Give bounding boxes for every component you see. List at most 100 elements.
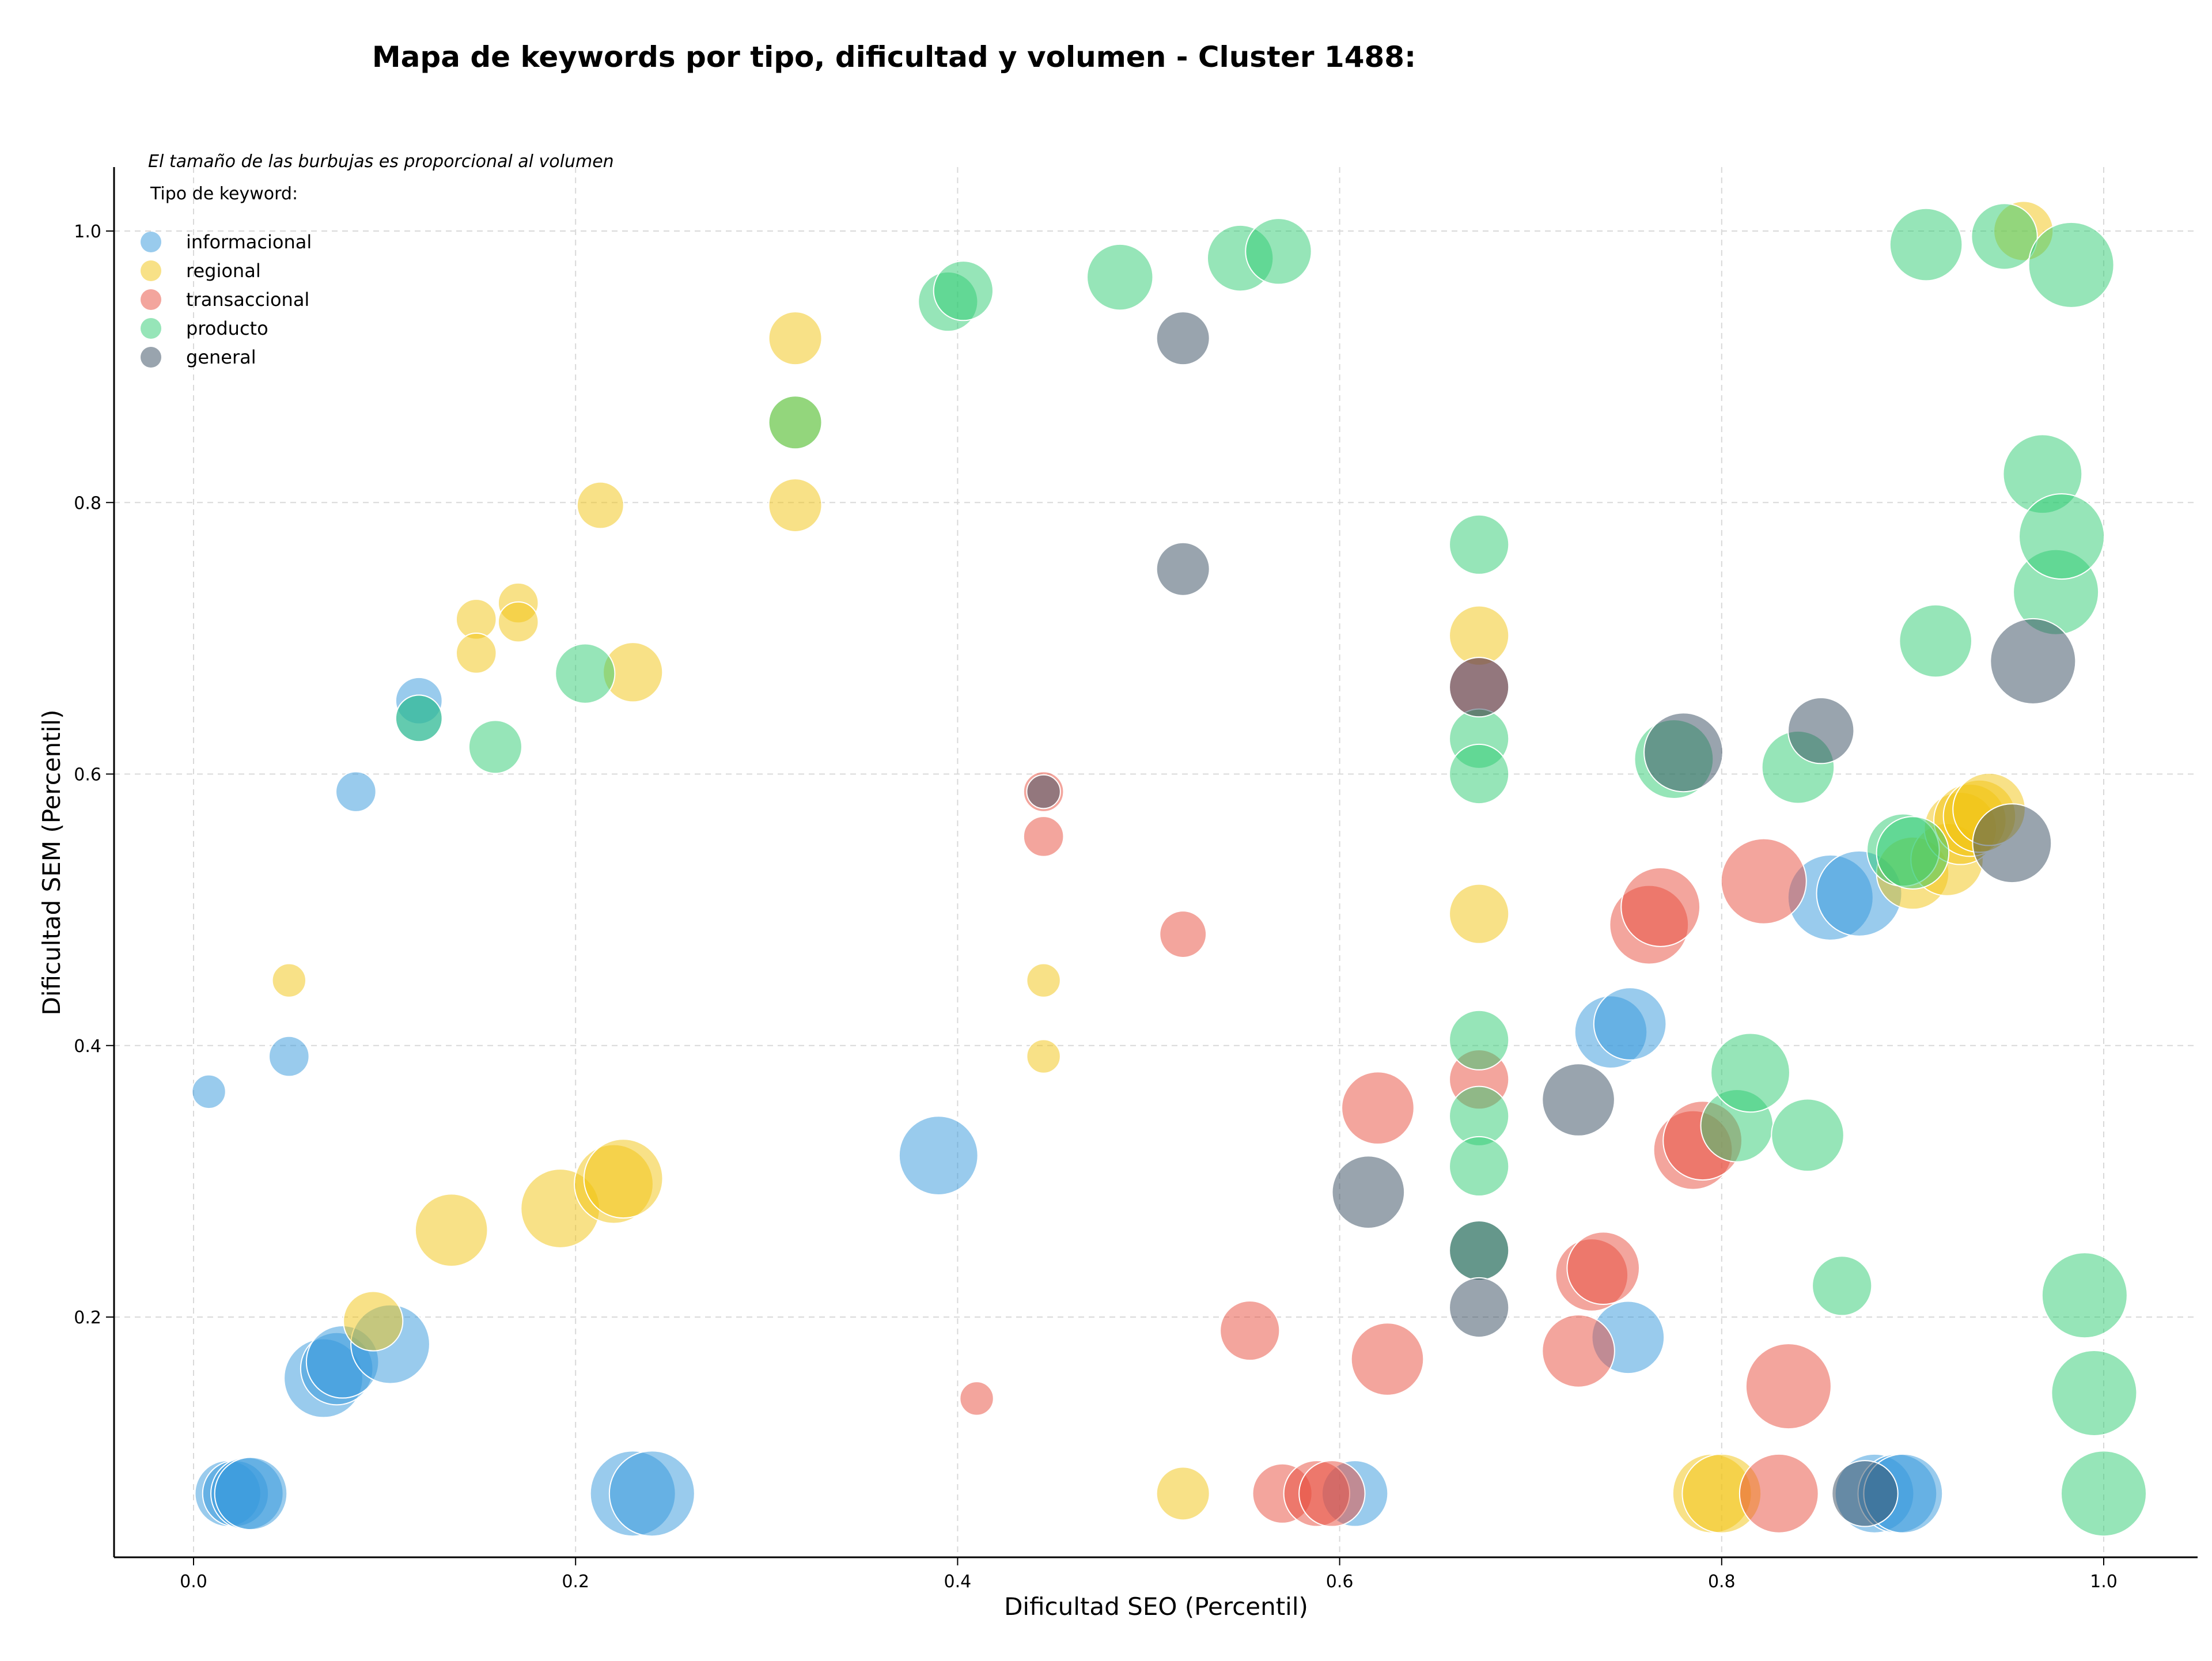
grid — [114, 167, 2198, 1557]
bubble-general — [1449, 1277, 1510, 1338]
bubble-transaccional — [1720, 838, 1807, 925]
y-tick-label: 0.6 — [74, 765, 101, 785]
bubble-general — [1831, 1460, 1899, 1527]
legend-marker-informacional — [141, 232, 161, 252]
bubble-producto — [1876, 816, 1950, 890]
legend-title: Tipo de keyword: — [150, 184, 298, 204]
bubble-regional — [414, 1193, 488, 1267]
bubble-producto — [1449, 1136, 1510, 1197]
bubble-transaccional — [1350, 1322, 1425, 1396]
bubble-general — [1156, 311, 1210, 366]
bubble-informacional — [608, 1450, 695, 1537]
bubble-producto — [2041, 1252, 2128, 1339]
bubble-general — [1449, 657, 1510, 718]
bubble-general — [1990, 618, 2077, 705]
bubble-producto — [1449, 514, 1510, 575]
bubble-producto — [933, 260, 994, 321]
legend-label-transaccional: transaccional — [186, 289, 309, 311]
y-tick-label: 1.0 — [74, 222, 101, 242]
chart-title: Mapa de keywords por tipo, dificultad y … — [372, 40, 1416, 74]
y-tick-label: 0.4 — [74, 1036, 101, 1057]
x-tick-label: 0.2 — [562, 1572, 589, 1592]
bubble-transaccional — [1022, 816, 1065, 857]
legend-label-general: general — [186, 346, 256, 368]
bubble-general — [1331, 1155, 1406, 1229]
bubble-general — [1156, 542, 1210, 596]
bubble-transaccional — [1341, 1071, 1415, 1145]
bubble-transaccional — [1298, 1460, 1366, 1527]
bubble-transaccional — [1745, 1343, 1832, 1430]
bubble-regional — [1449, 605, 1510, 666]
bubble-producto — [2051, 1349, 2138, 1436]
bubble-producto — [2018, 493, 2105, 580]
bubble-general — [1643, 712, 1724, 793]
bubble-regional — [768, 311, 823, 366]
bubble-producto — [768, 395, 823, 450]
bubble-producto — [2061, 1450, 2147, 1537]
chart-subtitle: El tamaño de las burbujas es proporciona… — [148, 152, 614, 172]
bubble-regional — [1026, 1039, 1061, 1074]
bubble-informacional — [191, 1074, 226, 1110]
bubble-producto — [468, 720, 522, 774]
legend: Tipo de keyword: informacional regional tr… — [141, 184, 312, 368]
bubble-informacional — [214, 1456, 288, 1531]
legend-label-regional: regional — [186, 260, 261, 282]
bubble-transaccional — [1541, 1314, 1615, 1388]
axes: 0.0 0.2 0.4 0.6 0.8 1.0 0.2 0.4 0.6 0.8 1.0 — [74, 167, 2198, 1592]
x-tick-label: 0.0 — [180, 1572, 207, 1592]
x-tick-label: 0.4 — [944, 1572, 972, 1592]
bubble-regional — [343, 1291, 404, 1352]
legend-label-informacional: informacional — [186, 231, 312, 253]
legend-marker-general — [141, 347, 161, 368]
bubble-transaccional — [1738, 1453, 1819, 1534]
bubble-regional — [768, 478, 823, 532]
y-axis-label: Dificultad SEM (Percentil) — [37, 710, 66, 1016]
bubble-general — [1449, 1220, 1510, 1281]
bubble-regional — [1156, 1466, 1210, 1521]
bubble-transaccional — [1566, 1231, 1641, 1305]
bubble-informacional — [898, 1115, 979, 1196]
bubble-regional — [455, 632, 497, 674]
bubble-regional — [576, 481, 624, 529]
bubble-regional — [1449, 883, 1510, 944]
bubble-producto — [1245, 218, 1312, 285]
bubble-general — [1972, 803, 2052, 884]
x-tick-label: 0.8 — [1708, 1572, 1736, 1592]
bubble-general — [1787, 697, 1855, 765]
bubble-informacional — [1593, 987, 1667, 1061]
bubble-producto — [1971, 203, 2038, 270]
y-tick-label: 0.8 — [74, 493, 101, 513]
bubble-producto — [555, 643, 616, 704]
bubble-regional — [497, 601, 539, 643]
bubble-transaccional — [1159, 910, 1207, 958]
x-tick-label: 0.6 — [1326, 1572, 1354, 1592]
bubble-producto — [1449, 743, 1510, 805]
bubble-producto — [1812, 1255, 1873, 1316]
bubble-regional — [271, 963, 306, 998]
bubble-producto — [1086, 243, 1154, 311]
bubble-transaccional — [1219, 1300, 1281, 1361]
bubble-general — [1026, 774, 1061, 809]
bubbles — [191, 200, 2147, 1537]
bubble-general — [1541, 1063, 1615, 1137]
bubble-producto — [395, 694, 443, 743]
bubble-transaccional — [959, 1381, 994, 1416]
bubble-producto — [1889, 207, 1963, 282]
bubble-transaccional — [1620, 867, 1701, 947]
bubble-regional — [1026, 963, 1061, 998]
legend-marker-producto — [141, 318, 161, 339]
bubble-producto — [1449, 1009, 1510, 1070]
legend-marker-regional — [141, 260, 161, 281]
bubble-informacional — [268, 1035, 310, 1077]
legend-marker-transaccional — [141, 289, 161, 310]
bubble-informacional — [335, 771, 377, 812]
bubble-producto — [1899, 604, 1972, 678]
bubble-regional — [583, 1138, 664, 1219]
y-tick-label: 0.2 — [74, 1308, 101, 1328]
x-tick-label: 1.0 — [2090, 1572, 2118, 1592]
x-axis-label: Dificultad SEO (Percentil) — [1004, 1592, 1308, 1621]
legend-label-producto: producto — [186, 317, 268, 339]
bubble-producto — [2028, 221, 2115, 308]
bubble-producto — [1710, 1032, 1790, 1113]
